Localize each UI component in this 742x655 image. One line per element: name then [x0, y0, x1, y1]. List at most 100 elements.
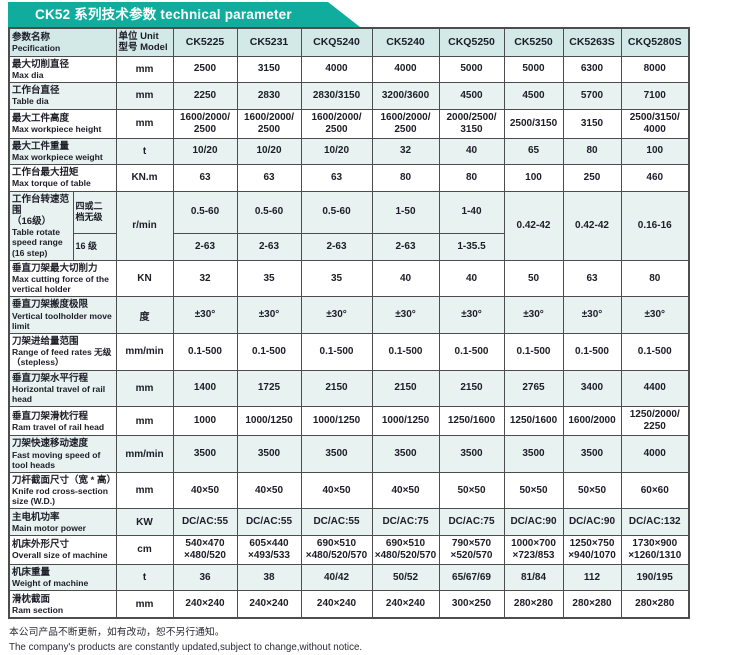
value-cell: 1-35.5	[438, 232, 505, 261]
table-row: 机床外形尺寸 Overall size of machine cm 540×470 ×…	[8, 534, 690, 565]
value-cell: 100	[620, 137, 690, 166]
header-row: 参数名称 Pecification 单位 Unit 型号 Model CK522…	[8, 27, 690, 57]
value-cell: 40	[371, 259, 440, 298]
table-row: 刀架快速移动速度 Fast moving speed of tool heads m…	[8, 435, 690, 473]
value-cell: 0.1-500	[438, 333, 505, 371]
param-label: 垂直刀架搬度极限 Vertical toolholder move limit	[8, 296, 117, 334]
value-cell: 0.1-500	[503, 333, 564, 371]
unit-cell: KN.m	[115, 164, 174, 192]
unit-cell: mm/min	[115, 333, 174, 371]
value-cell: DC/AC:75	[371, 508, 440, 536]
value-cell: 65	[503, 137, 564, 166]
value-cell: 240×240	[172, 590, 238, 619]
value-cell: DC/AC:90	[503, 508, 564, 536]
param-label: 垂直刀架水平行程 Horizontal travel of rail head	[8, 369, 117, 408]
value-cell: 2765	[503, 369, 564, 408]
table-row: 滑枕截面 Ram section mm 240×240 240×240 240×240 24…	[8, 590, 690, 619]
table-body: 最大切削直径 Max dia mm 2500 3150 4000 4000 5000 5000 6…	[8, 55, 690, 619]
param-label-en: Horizontal travel of rail head	[12, 383, 106, 404]
value-cell: 4000	[371, 55, 440, 84]
value-cell: ±30°	[236, 296, 302, 334]
value-cell: ±30°	[562, 296, 622, 334]
value-cell: DC/AC:90	[562, 508, 622, 536]
value-cell: 2-63	[172, 232, 238, 261]
param-label-zh: 刀杆截面尺寸（宽 * 高）	[12, 474, 116, 486]
param-header-en: Pecification	[12, 42, 61, 53]
param-label: 工作台转速范围 （16级） Table rotate speed range (1…	[8, 190, 74, 261]
param-label-zh: 最大工件高度	[12, 113, 70, 124]
value-cell: 0.42-42	[503, 190, 564, 261]
unit-cell: KN	[115, 259, 174, 298]
table-row: 最大工件重量 Max workpiece weight t 10/20 10/20 10/…	[8, 137, 690, 166]
param-label: 工作台直径 Table dia	[8, 82, 117, 110]
param-label-en: Main motor power	[12, 522, 87, 533]
value-cell: 0.1-500	[620, 333, 690, 371]
value-cell: 0.1-500	[172, 333, 238, 371]
param-label-en: Ram section	[12, 604, 64, 615]
value-cell: 1600/2000/ 2500	[236, 108, 302, 139]
param-label-zh: 垂直刀架滑枕行程	[12, 410, 89, 422]
value-cell: 80	[371, 164, 440, 192]
value-cell: 50	[503, 259, 564, 298]
value-cell: DC/AC:75	[438, 508, 505, 536]
param-label-en: Vertical toolholder move limit	[12, 310, 112, 331]
model-header: CK5240	[371, 27, 440, 57]
value-cell: DC/AC:132	[620, 508, 690, 536]
value-cell: 2500/3150	[503, 108, 564, 139]
value-cell: 2500	[172, 55, 238, 84]
value-cell: 280×280	[620, 590, 690, 619]
value-cell: 1-40	[438, 190, 505, 234]
table-row: 主电机功率 Main motor power KW DC/AC:55 DC/AC:55 D…	[8, 508, 690, 536]
value-cell: 1000/1250	[300, 406, 373, 437]
table-row: 垂直刀架水平行程 Horizontal travel of rail head mm…	[8, 369, 690, 408]
value-cell: 50×50	[503, 471, 564, 510]
param-label-zh: 工作台最大扭矩	[12, 167, 79, 179]
value-cell: 3150	[236, 55, 302, 84]
value-cell: ±30°	[300, 296, 373, 334]
value-cell: 3400	[562, 369, 622, 408]
value-cell: 3500	[562, 435, 622, 473]
table-row: 16 级 2-63 2-63 2-63 2-63 1-35.5	[9, 232, 689, 261]
value-cell: 2250	[172, 82, 238, 110]
value-cell: 2500/3150/ 4000	[620, 108, 690, 139]
unit-cell: mm	[115, 369, 174, 408]
model-header: CK5231	[236, 27, 302, 57]
model-header: CK5250	[503, 27, 564, 57]
value-cell: ±30°	[620, 296, 690, 334]
model-header: CKQ5250	[438, 27, 505, 57]
value-cell: 63	[300, 164, 373, 192]
value-cell: 2150	[300, 369, 373, 408]
value-cell: 3500	[503, 435, 564, 473]
param-label-zh: 垂直刀架水平行程	[12, 372, 89, 384]
unit-cell: mm	[115, 406, 174, 437]
value-cell: ±30°	[503, 296, 564, 334]
page-title: CK52 系列技术参数 technical parameter	[35, 7, 292, 22]
model-header: CKQ5240	[300, 27, 373, 57]
value-cell: 36	[172, 563, 238, 592]
param-label-zh: 工作台直径	[12, 85, 60, 97]
table-row: 垂直刀架搬度极限 Vertical toolholder move limit 度 ±…	[8, 296, 690, 334]
spec-table: 参数名称 Pecification 单位 Unit 型号 Model CK522…	[8, 27, 690, 619]
param-label: 最大工件重量 Max workpiece weight	[8, 137, 117, 166]
value-cell: 0.16-16	[620, 190, 690, 261]
param-label-en: Overall size of machine	[12, 550, 108, 561]
value-cell: 40×50	[236, 471, 302, 510]
value-cell: DC/AC:55	[300, 508, 373, 536]
param-label: 工作台最大扭矩 Max torque of table	[8, 164, 117, 192]
value-cell: 3150	[562, 108, 622, 139]
value-cell: 1-50	[371, 190, 440, 234]
param-label: 刀杆截面尺寸（宽 * 高） Knife rod cross-section siz…	[8, 471, 117, 510]
table-row: 工作台转速范围 （16级） Table rotate speed range (1…	[8, 190, 690, 261]
value-cell: 1600/2000/ 2500	[371, 108, 440, 139]
param-label-zh: 机床重量	[12, 567, 51, 579]
value-cell: 8000	[620, 55, 690, 84]
param-label-zh: 垂直刀架搬度极限	[12, 299, 89, 311]
value-cell: 2000/2500/ 3150	[438, 108, 505, 139]
value-cell: 5000	[503, 55, 564, 84]
value-cell: 32	[371, 137, 440, 166]
unit-cell: mm	[115, 471, 174, 510]
value-cell: 280×280	[562, 590, 622, 619]
value-cell: 65/67/69	[438, 563, 505, 592]
param-label: 滑枕截面 Ram section	[8, 590, 117, 619]
value-cell: 0.5-60	[172, 190, 238, 234]
